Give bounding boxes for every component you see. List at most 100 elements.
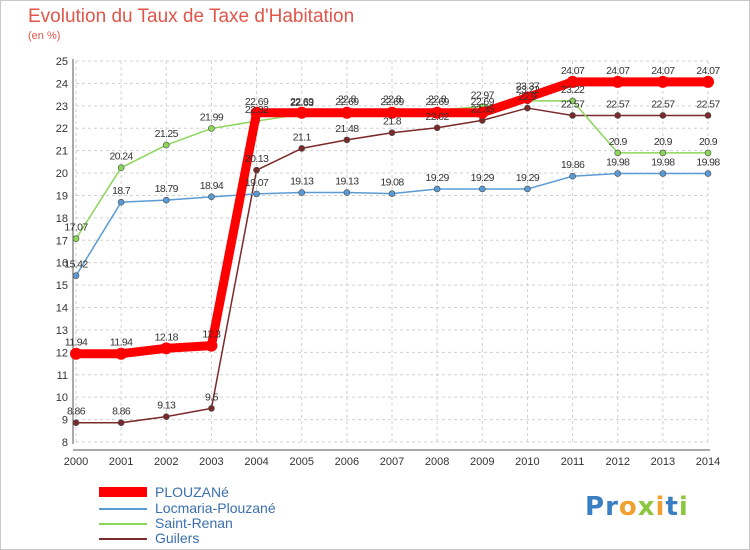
y-tick-label-10: 10 xyxy=(56,392,68,404)
x-tick-label-2002: 2002 xyxy=(154,456,178,468)
series-0-point-2004 xyxy=(250,106,263,119)
x-tick-label-2013: 2013 xyxy=(651,456,675,468)
legend-label-locmaria-plouzane: Locmaria-Plouzané xyxy=(155,500,276,516)
series-3-label-2007: 21.8 xyxy=(383,116,402,128)
series-0-label-2003: 12.3 xyxy=(202,329,221,341)
series-2-point-2013 xyxy=(659,149,667,157)
series-3-label-2008: 22.02 xyxy=(426,111,450,123)
axes: 8 9 10 11 12 13 14 15 16 17 18 19 20 21 22 23 24 25 2000 20… xyxy=(56,56,720,468)
series-2-point-2011 xyxy=(569,97,576,105)
series-3-label-2010: 22.9 xyxy=(518,91,537,103)
y-tick-label-9: 9 xyxy=(62,415,68,427)
series-3-point-2004 xyxy=(253,166,260,174)
series-0-point-2001 xyxy=(115,347,128,360)
series-3-label-2003: 9.5 xyxy=(205,391,219,403)
series-2-point-2001 xyxy=(117,164,125,171)
series-3-label-2001: 8.86 xyxy=(112,406,131,418)
series-3-point-2010 xyxy=(524,104,531,112)
series-1-point-2009 xyxy=(478,185,486,193)
series-0-label-2014: 24.07 xyxy=(696,65,720,77)
series-0-point-2012 xyxy=(611,75,624,88)
series-lines xyxy=(70,75,714,427)
series-2-label-2013: 20.9 xyxy=(654,136,673,148)
series-0-point-2000 xyxy=(70,347,82,360)
series-1-label-2012: 19.98 xyxy=(606,157,630,169)
series-0-point-2014 xyxy=(702,75,714,88)
chart-title: Evolution du Taux de Taxe d'Habitation xyxy=(28,6,355,27)
series-0-label-2005: 22.69 xyxy=(290,96,314,108)
series-3-label-2014: 22.57 xyxy=(696,98,720,110)
series-3-point-2007 xyxy=(388,129,396,137)
legend-swatch-guilers xyxy=(99,538,147,540)
series-1-point-2008 xyxy=(433,185,441,193)
series-3-label-2002: 9.13 xyxy=(157,400,176,412)
x-tick-label-2011: 2011 xyxy=(561,456,585,468)
y-tick-label-19: 19 xyxy=(56,190,68,202)
legend-label-saint-renan: Saint-Renan xyxy=(155,515,233,531)
chart-subtitle: (en %) xyxy=(28,30,61,42)
series-2-label-2001: 20.24 xyxy=(110,151,134,163)
series-0-label-2011: 24.07 xyxy=(561,65,585,77)
series-2-point-2002 xyxy=(162,141,170,149)
series-0-point-2003 xyxy=(205,339,218,352)
series-1-point-2012 xyxy=(614,170,622,177)
series-2-label-2009: 22.97 xyxy=(471,89,495,101)
x-tick-label-2014: 2014 xyxy=(696,456,720,468)
y-tick-label-11: 11 xyxy=(57,370,68,382)
series-2-label-2012: 20.9 xyxy=(609,136,628,148)
series-2-label-2000: 17.07 xyxy=(64,222,88,234)
legend-label-guilers: Guilers xyxy=(155,530,200,546)
series-0-label-2001: 11.94 xyxy=(110,337,133,349)
series-1-point-2002 xyxy=(162,196,170,204)
series-1-label-2009: 19.29 xyxy=(471,172,495,184)
series-1-label-2014: 19.98 xyxy=(696,157,720,169)
series-0-point-2007 xyxy=(386,106,398,119)
series-2-label-2002: 21.25 xyxy=(155,128,179,140)
y-tick-label-15: 15 xyxy=(56,280,68,292)
series-2-label-2005: 22.63 xyxy=(290,97,314,109)
y-tick-label-8: 8 xyxy=(62,437,68,449)
series-1-label-2003: 18.94 xyxy=(200,180,224,192)
y-tick-label-12: 12 xyxy=(56,347,68,359)
y-tick-label-24: 24 xyxy=(56,78,68,90)
series-2-point-2000 xyxy=(72,235,80,243)
series-0-point-2002 xyxy=(160,342,173,355)
series-3-label-2013: 22.57 xyxy=(651,98,675,110)
series-1-point-2000 xyxy=(72,272,80,280)
y-tick-label-21: 21 xyxy=(56,146,68,158)
x-tick-label-2007: 2007 xyxy=(380,456,404,468)
series-3-point-2011 xyxy=(569,112,576,119)
x-tick-label-2001: 2001 xyxy=(109,456,133,468)
x-tick-label-2008: 2008 xyxy=(425,456,449,468)
series-1-label-2002: 18.79 xyxy=(155,183,179,195)
y-tick-label-17: 17 xyxy=(56,235,68,247)
legend-swatch-locmaria-plouzane xyxy=(99,508,147,510)
series-0-point-2013 xyxy=(656,75,669,88)
series-2-point-2003 xyxy=(208,125,215,132)
series-3-label-2012: 22.57 xyxy=(606,98,630,110)
series-0-point-2011 xyxy=(566,75,579,88)
y-tick-label-13: 13 xyxy=(56,325,68,337)
series-0-label-2013: 24.07 xyxy=(651,65,675,77)
series-0-label-2004: 22.69 xyxy=(245,96,269,108)
series-0-label-2009: 22.69 xyxy=(471,96,495,108)
series-2-label-2003: 21.99 xyxy=(200,111,224,123)
series-0-point-2008 xyxy=(431,106,444,119)
series-1-label-2010: 19.29 xyxy=(516,172,540,184)
y-tick-label-16: 16 xyxy=(56,258,68,270)
series-3-point-2008 xyxy=(433,124,441,132)
series-0-label-2002: 12.18 xyxy=(155,331,179,343)
series-3-label-2005: 21.1 xyxy=(293,131,312,143)
series-2-point-2014 xyxy=(704,149,712,157)
series-1-label-2001: 18.7 xyxy=(112,185,131,197)
series-2-label-2006: 22.8 xyxy=(338,93,357,105)
series-1-label-2006: 19.13 xyxy=(335,176,359,188)
series-1-label-2007: 19.08 xyxy=(380,177,404,189)
series-3-label-2000: 8.86 xyxy=(67,406,86,418)
series-1-point-2011 xyxy=(569,172,576,180)
series-0-label-2007: 22.69 xyxy=(380,96,404,108)
series-0-point-2009 xyxy=(476,106,489,119)
series-3-point-2014 xyxy=(704,112,712,119)
x-tick-label-2000: 2000 xyxy=(64,456,88,468)
series-1-label-2013: 19.98 xyxy=(651,157,675,169)
